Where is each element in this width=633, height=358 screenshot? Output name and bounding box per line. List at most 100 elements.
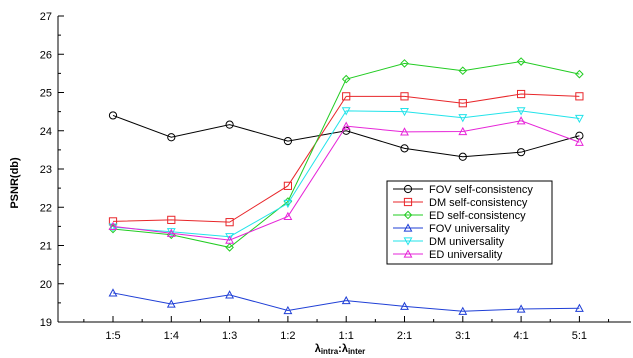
data-point-dm-universality (516, 107, 526, 116)
data-point-dm-self-consistency (225, 218, 234, 227)
y-tick-label: 24 (40, 126, 52, 138)
data-point-dm-universality (108, 223, 118, 232)
data-point-dm-self-consistency (167, 215, 176, 224)
data-point-dm-self-consistency (575, 92, 584, 101)
axes: 19 20 21 22 23 24 25 26 27 1:5 1:4 1:3 1:2 1:1 2:1 3:1 4… (40, 11, 631, 342)
x-tick-label: 1:1 (339, 330, 354, 342)
series-line-fov-universality (112, 292, 580, 312)
data-point-ed-universality (516, 116, 526, 125)
series-line-fov-self-consistency (112, 114, 580, 158)
data-point-ed-universality (225, 235, 235, 244)
y-tick-label: 26 (40, 49, 52, 61)
data-point-fov-self-consistency (108, 111, 118, 120)
y-tick-label: 21 (40, 241, 52, 253)
data-point-dm-self-consistency (342, 92, 351, 101)
data-point-fov-universality (400, 301, 409, 310)
legend-label-dm-universality: DM universality (429, 236, 505, 248)
data-point-fov-universality (283, 305, 293, 315)
series-line-ed-universality (112, 120, 580, 241)
data-point-ed-universality (166, 228, 176, 237)
data-point-ed-self-consistency (400, 59, 409, 68)
data-point-dm-self-consistency (283, 181, 292, 190)
y-tick-label: 27 (40, 11, 52, 23)
x-axis-title-lambda: λ (315, 343, 321, 355)
series-dm-self-consistency (108, 89, 584, 227)
data-point-fov-self-consistency (167, 133, 176, 142)
y-tick-label: 25 (40, 88, 52, 100)
data-point-fov-universality (574, 303, 584, 312)
data-point-ed-self-consistency (341, 74, 351, 84)
legend-marker-fov-universality (403, 223, 413, 232)
x-tick-label: 5:1 (572, 330, 587, 342)
data-point-ed-universality (574, 137, 584, 146)
data-point-dm-universality (283, 199, 293, 209)
x-axis-title-sub-intra: intra (321, 347, 339, 356)
legend-label-fov-universality: FOV universality (429, 223, 510, 235)
series-line-dm-self-consistency (112, 93, 580, 223)
data-point-fov-self-consistency (225, 120, 234, 129)
data-point-dm-universality (400, 108, 409, 117)
data-point-dm-self-consistency (458, 99, 467, 108)
x-tick-label: 3:1 (455, 330, 470, 342)
data-point-fov-universality (166, 299, 176, 308)
x-tick-label: 2:1 (397, 330, 412, 342)
x-tick-label: 1:5 (105, 330, 120, 342)
series-line-dm-universality (112, 110, 580, 238)
data-point-ed-universality (400, 127, 409, 136)
legend-marker-ed-universality (403, 249, 413, 258)
data-point-ed-self-consistency (516, 57, 526, 66)
data-point-dm-universality (458, 114, 468, 123)
data-point-fov-self-consistency (517, 148, 526, 157)
data-point-ed-self-consistency (575, 69, 584, 79)
legend-marker-dm-self-consistency (403, 197, 413, 207)
data-point-dm-self-consistency (400, 92, 409, 101)
data-point-fov-universality (341, 295, 351, 305)
data-point-ed-self-consistency (458, 66, 468, 76)
legend-marker-ed-self-consistency (403, 210, 413, 220)
legend-label-fov-self-consistency: FOV self-consistency (429, 184, 533, 196)
data-point-dm-universality (574, 114, 584, 124)
x-tick-label: 4:1 (513, 330, 528, 342)
data-point-dm-universality (225, 233, 235, 242)
data-point-fov-self-consistency (283, 136, 292, 146)
y-tick-label: 19 (40, 317, 52, 329)
data-point-ed-universality (283, 211, 293, 221)
y-tick-label: 23 (40, 164, 52, 176)
x-axis-title-sub-inter: inter (348, 347, 365, 356)
legend-box (386, 180, 553, 265)
series-layer (108, 57, 584, 315)
legend-marker-dm-universality (403, 237, 413, 246)
data-point-fov-universality (458, 306, 468, 315)
data-point-dm-self-consistency (517, 89, 526, 99)
legend-label-dm-self-consistency: DM self-consistency (429, 197, 528, 209)
x-tick-label: 1:2 (280, 330, 295, 342)
data-point-fov-universality (516, 304, 526, 313)
x-axis-title-lambda-2: λ (342, 343, 348, 355)
series-fov-self-consistency (108, 111, 584, 161)
series-dm-universality (108, 107, 584, 242)
legend-label-ed-self-consistency: ED self-consistency (429, 210, 526, 222)
data-point-ed-self-consistency (225, 243, 234, 252)
y-tick-label: 22 (40, 202, 52, 214)
x-axis-title-colon: : (338, 343, 342, 355)
x-tick-label: 1:3 (222, 330, 237, 342)
data-point-fov-universality (108, 288, 118, 297)
data-point-fov-universality (225, 290, 235, 299)
data-point-ed-universality (341, 121, 351, 130)
data-point-fov-self-consistency (400, 144, 409, 153)
x-tick-label: 1:4 (164, 330, 179, 342)
y-axis-title: PSNR(db) (9, 157, 21, 209)
legend-marker-fov-self-consistency (403, 184, 413, 194)
data-point-dm-universality (341, 107, 351, 116)
data-point-fov-self-consistency (458, 152, 467, 161)
data-point-ed-universality (108, 221, 118, 230)
x-axis-title: λintra:λinter (315, 343, 366, 356)
legend-label-ed-universality: ED universality (429, 249, 503, 261)
series-line-ed-self-consistency (112, 61, 580, 248)
series-fov-universality (108, 288, 584, 315)
data-point-ed-universality (458, 126, 468, 136)
series-ed-universality (108, 116, 584, 244)
y-tick-label: 20 (40, 279, 52, 291)
